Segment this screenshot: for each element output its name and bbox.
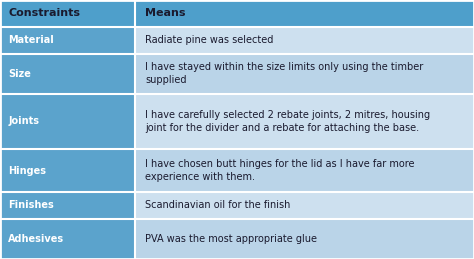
Bar (135, 27, 474, 54)
Bar (135, 219, 474, 259)
Text: Scandinavian oil for the finish: Scandinavian oil for the finish (145, 200, 291, 211)
Text: Material: Material (8, 35, 54, 45)
Bar (0, 54, 135, 94)
Text: I have chosen butt hinges for the lid as I have far more
experience with them.: I have chosen butt hinges for the lid as… (145, 159, 415, 182)
Text: Means: Means (145, 8, 186, 18)
Bar (0, 219, 135, 259)
Text: Size: Size (8, 69, 31, 78)
Bar (0, 192, 135, 219)
Text: Finishes: Finishes (8, 200, 54, 211)
Text: I have stayed within the size limits only using the timber
supplied: I have stayed within the size limits onl… (145, 62, 423, 85)
Bar (135, 0, 474, 27)
Text: Radiate pine was selected: Radiate pine was selected (145, 35, 273, 45)
Bar (135, 94, 474, 149)
Text: PVA was the most appropriate glue: PVA was the most appropriate glue (145, 234, 317, 244)
Text: Joints: Joints (8, 116, 39, 126)
Bar (0, 94, 135, 149)
Bar (0, 149, 135, 192)
Text: Hinges: Hinges (8, 166, 46, 176)
Bar (0, 0, 135, 27)
Text: Adhesives: Adhesives (8, 234, 64, 244)
Bar (135, 192, 474, 219)
Text: Constraints: Constraints (8, 8, 80, 18)
Bar (0, 27, 135, 54)
Text: I have carefully selected 2 rebate joints, 2 mitres, housing
joint for the divid: I have carefully selected 2 rebate joint… (145, 110, 430, 133)
Bar (135, 149, 474, 192)
Bar (135, 54, 474, 94)
